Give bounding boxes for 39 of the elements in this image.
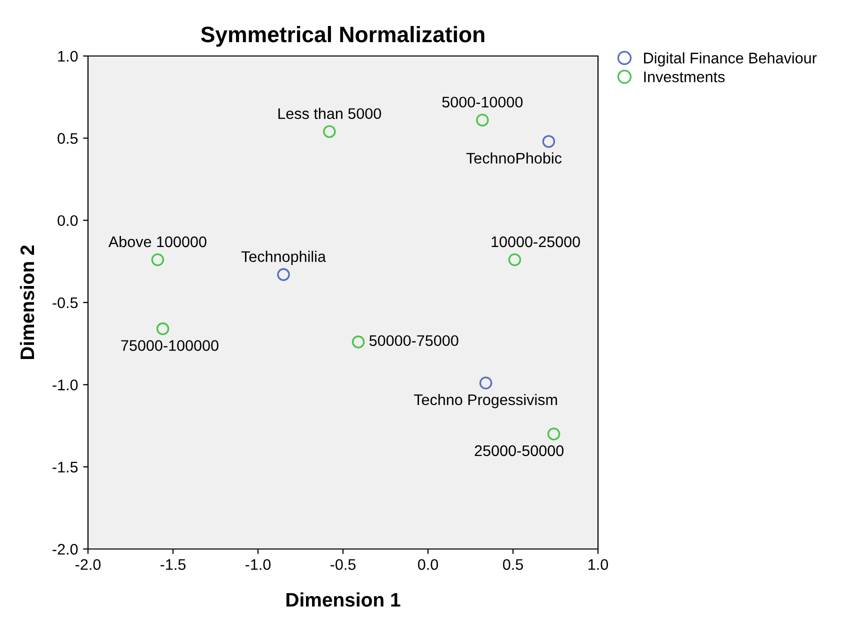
y-tick-label: -0.5 — [52, 297, 78, 308]
point — [151, 253, 164, 266]
annotation: Above 100000 — [108, 236, 206, 248]
point — [277, 268, 290, 281]
annotation: TechnoPhobic — [466, 152, 562, 164]
x-axis-title: Dimension 1 — [286, 592, 400, 607]
x-tick-label: 1.0 — [588, 559, 608, 570]
x-tick-label: -1.5 — [160, 559, 186, 570]
annotation: Less than 5000 — [278, 108, 382, 120]
point — [542, 135, 556, 148]
legend-label: Investments — [644, 72, 725, 82]
legend-label: Digital Finance Behaviour — [644, 52, 817, 66]
point — [476, 114, 489, 126]
y-tick-label: 1.0 — [58, 50, 78, 62]
y-tick-label: -2.0 — [52, 544, 78, 555]
point — [352, 336, 365, 348]
x-tick-label: -1.0 — [246, 559, 271, 570]
x-tick-label: -2.0 — [76, 559, 101, 570]
y-tick-label: 0.5 — [58, 133, 78, 144]
annotation: 25000-50000 — [474, 445, 564, 456]
x-tick-label: 0.5 — [502, 559, 523, 570]
y-tick-label: -1.5 — [52, 462, 78, 473]
y-tick-label: -1.0 — [52, 380, 78, 390]
point — [508, 253, 522, 266]
chart-title: Symmetrical Normalization — [201, 26, 484, 47]
y-tick-label: 0.0 — [58, 215, 78, 226]
point — [479, 376, 492, 390]
point — [323, 125, 336, 138]
annotation: 50000-75000 — [369, 335, 458, 346]
point — [156, 322, 170, 336]
annotation: Technophilia — [241, 250, 326, 266]
annotation: 10000-25000 — [492, 236, 580, 248]
x-tick-label: 0.0 — [418, 559, 438, 570]
point — [547, 428, 560, 440]
annotation: 75000-100000 — [121, 340, 218, 351]
annotation: Techno Progessivism — [414, 394, 557, 408]
y-axis-title: Dimension 2 — [20, 245, 34, 360]
x-tick-label: -0.5 — [330, 559, 356, 570]
annotation: 5000-10000 — [442, 96, 523, 108]
